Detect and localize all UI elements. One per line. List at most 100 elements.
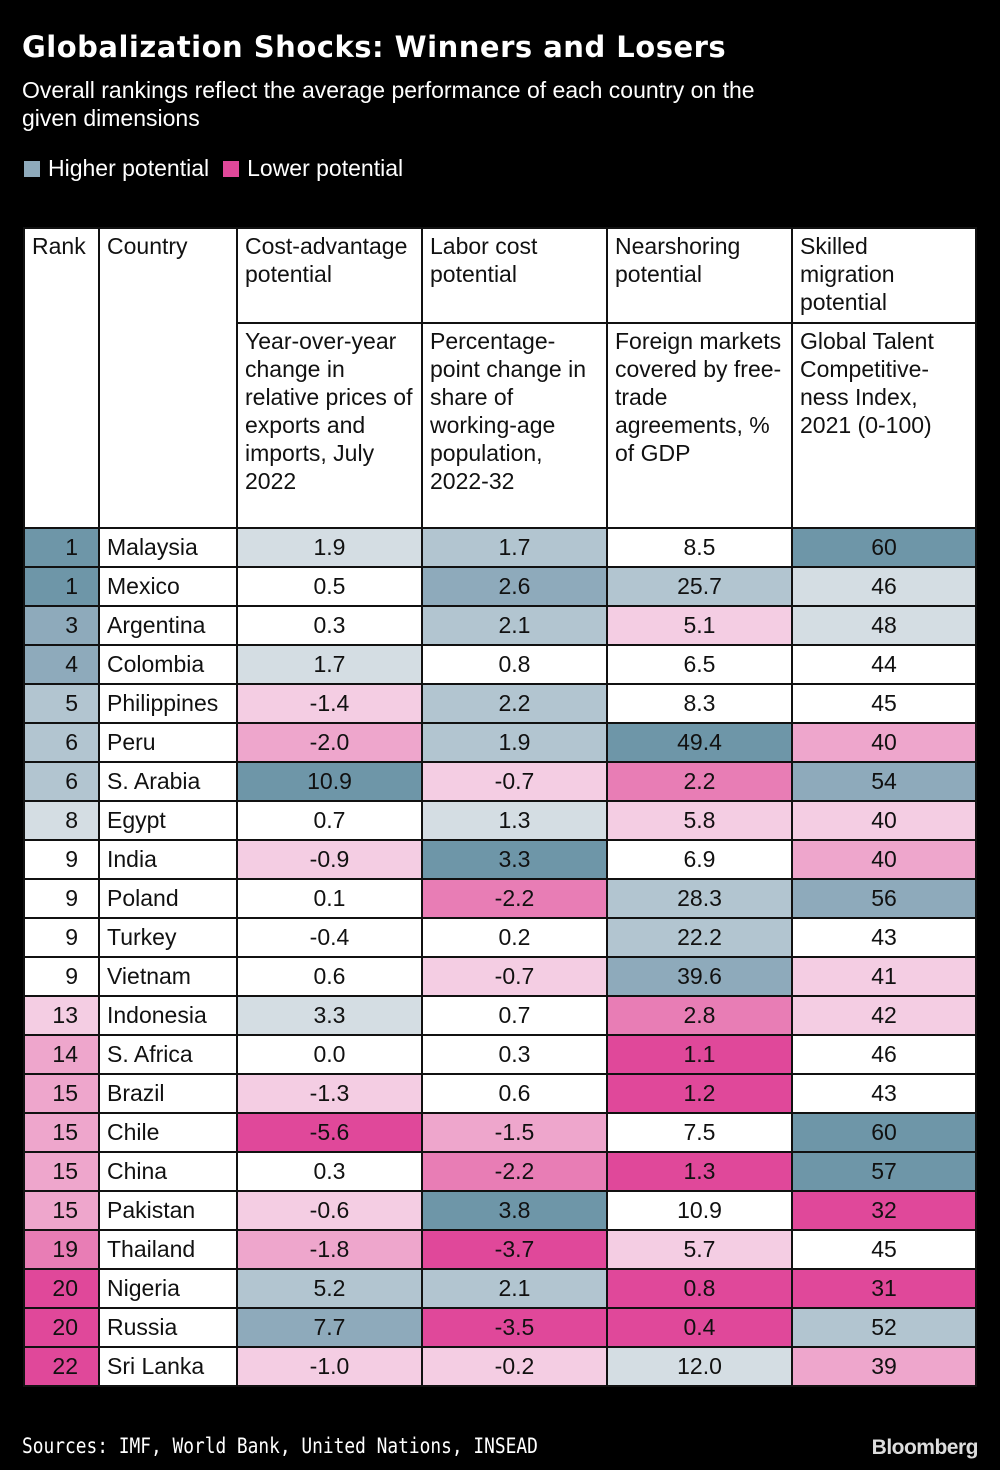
value-cell: -0.4 <box>236 917 423 958</box>
value-cell: 10.9 <box>236 761 423 802</box>
subheader-skilled: Global Talent Competitive-ness Index, 20… <box>791 322 977 529</box>
value-cell: 44 <box>791 644 977 685</box>
value-cell: 8.3 <box>606 683 793 724</box>
value-cell: 46 <box>791 1034 977 1075</box>
rank-cell: 19 <box>23 1229 100 1270</box>
rank-cell: 4 <box>23 644 100 685</box>
table-row: 15 Brazil -1.3 0.6 1.2 43 <box>23 1073 977 1114</box>
value-cell: 2.8 <box>606 995 793 1036</box>
value-cell: 57 <box>791 1151 977 1192</box>
value-cell: 0.8 <box>606 1268 793 1309</box>
value-cell: 5.8 <box>606 800 793 841</box>
value-cell: -1.8 <box>236 1229 423 1270</box>
country-cell: Vietnam <box>98 956 238 997</box>
subheader-labor: Percentage-point change in share of work… <box>421 322 608 529</box>
country-cell: Mexico <box>98 566 238 607</box>
value-cell: 2.2 <box>421 683 608 724</box>
table-row: 15 China 0.3 -2.2 1.3 57 <box>23 1151 977 1192</box>
value-cell: 52 <box>791 1307 977 1348</box>
value-cell: 3.8 <box>421 1190 608 1231</box>
table-row: 14 S. Africa 0.0 0.3 1.1 46 <box>23 1034 977 1075</box>
value-cell: 49.4 <box>606 722 793 763</box>
country-cell: Argentina <box>98 605 238 646</box>
legend-swatch-higher <box>24 160 40 177</box>
rank-cell: 5 <box>23 683 100 724</box>
legend-item-lower: Lower potential <box>223 155 403 182</box>
value-cell: 1.7 <box>236 644 423 685</box>
header-rank: Rank <box>23 227 100 529</box>
value-cell: -3.7 <box>421 1229 608 1270</box>
value-cell: 48 <box>791 605 977 646</box>
country-cell: China <box>98 1151 238 1192</box>
table-row: 9 Turkey -0.4 0.2 22.2 43 <box>23 917 977 958</box>
table-row: 22 Sri Lanka -1.0 -0.2 12.0 39 <box>23 1346 977 1387</box>
table-row: 5 Philippines -1.4 2.2 8.3 45 <box>23 683 977 724</box>
value-cell: 42 <box>791 995 977 1036</box>
value-cell: 43 <box>791 917 977 958</box>
country-cell: Egypt <box>98 800 238 841</box>
sources-note: Sources: IMF, World Bank, United Nations… <box>22 1434 538 1458</box>
value-cell: 60 <box>791 1112 977 1153</box>
rank-cell: 6 <box>23 761 100 802</box>
value-cell: 45 <box>791 683 977 724</box>
rank-cell: 20 <box>23 1268 100 1309</box>
value-cell: 40 <box>791 839 977 880</box>
value-cell: 0.8 <box>421 644 608 685</box>
value-cell: -2.0 <box>236 722 423 763</box>
value-cell: 0.4 <box>606 1307 793 1348</box>
value-cell: 40 <box>791 800 977 841</box>
value-cell: 45 <box>791 1229 977 1270</box>
value-cell: 0.3 <box>421 1034 608 1075</box>
table-row: 20 Nigeria 5.2 2.1 0.8 31 <box>23 1268 977 1309</box>
value-cell: 0.0 <box>236 1034 423 1075</box>
value-cell: 1.9 <box>236 527 423 568</box>
country-cell: Pakistan <box>98 1190 238 1231</box>
value-cell: 6.5 <box>606 644 793 685</box>
value-cell: -0.9 <box>236 839 423 880</box>
rank-cell: 15 <box>23 1151 100 1192</box>
value-cell: 1.9 <box>421 722 608 763</box>
value-cell: 1.3 <box>421 800 608 841</box>
rank-cell: 9 <box>23 917 100 958</box>
value-cell: 1.1 <box>606 1034 793 1075</box>
country-cell: Brazil <box>98 1073 238 1114</box>
value-cell: 10.9 <box>606 1190 793 1231</box>
country-cell: Philippines <box>98 683 238 724</box>
value-cell: -0.2 <box>421 1346 608 1387</box>
value-cell: -0.6 <box>236 1190 423 1231</box>
value-cell: 3.3 <box>236 995 423 1036</box>
value-cell: 0.3 <box>236 605 423 646</box>
value-cell: 25.7 <box>606 566 793 607</box>
value-cell: 41 <box>791 956 977 997</box>
value-cell: -2.2 <box>421 878 608 919</box>
value-cell: 32 <box>791 1190 977 1231</box>
rank-cell: 15 <box>23 1190 100 1231</box>
rank-cell: 20 <box>23 1307 100 1348</box>
rank-cell: 15 <box>23 1073 100 1114</box>
table-row: 4 Colombia 1.7 0.8 6.5 44 <box>23 644 977 685</box>
value-cell: 28.3 <box>606 878 793 919</box>
value-cell: 40 <box>791 722 977 763</box>
subheader-cost: Year-over-year change in relative prices… <box>236 322 423 529</box>
country-cell: Nigeria <box>98 1268 238 1309</box>
value-cell: 2.1 <box>421 605 608 646</box>
table-row: 6 Peru -2.0 1.9 49.4 40 <box>23 722 977 763</box>
subheader-nearshoring: Foreign markets covered by free-trade ag… <box>606 322 793 529</box>
value-cell: 56 <box>791 878 977 919</box>
value-cell: -5.6 <box>236 1112 423 1153</box>
legend-label: Higher potential <box>48 155 210 181</box>
value-cell: 2.1 <box>421 1268 608 1309</box>
country-cell: Thailand <box>98 1229 238 1270</box>
table-row: 13 Indonesia 3.3 0.7 2.8 42 <box>23 995 977 1036</box>
header-cost: Cost-advantage potential <box>236 227 423 324</box>
value-cell: 5.2 <box>236 1268 423 1309</box>
rank-cell: 1 <box>23 527 100 568</box>
value-cell: 0.5 <box>236 566 423 607</box>
value-cell: 31 <box>791 1268 977 1309</box>
value-cell: 39 <box>791 1346 977 1387</box>
value-cell: 0.2 <box>421 917 608 958</box>
header-nearshoring: Nearshoring potential <box>606 227 793 324</box>
value-cell: 1.7 <box>421 527 608 568</box>
table-row: 15 Chile -5.6 -1.5 7.5 60 <box>23 1112 977 1153</box>
value-cell: 12.0 <box>606 1346 793 1387</box>
